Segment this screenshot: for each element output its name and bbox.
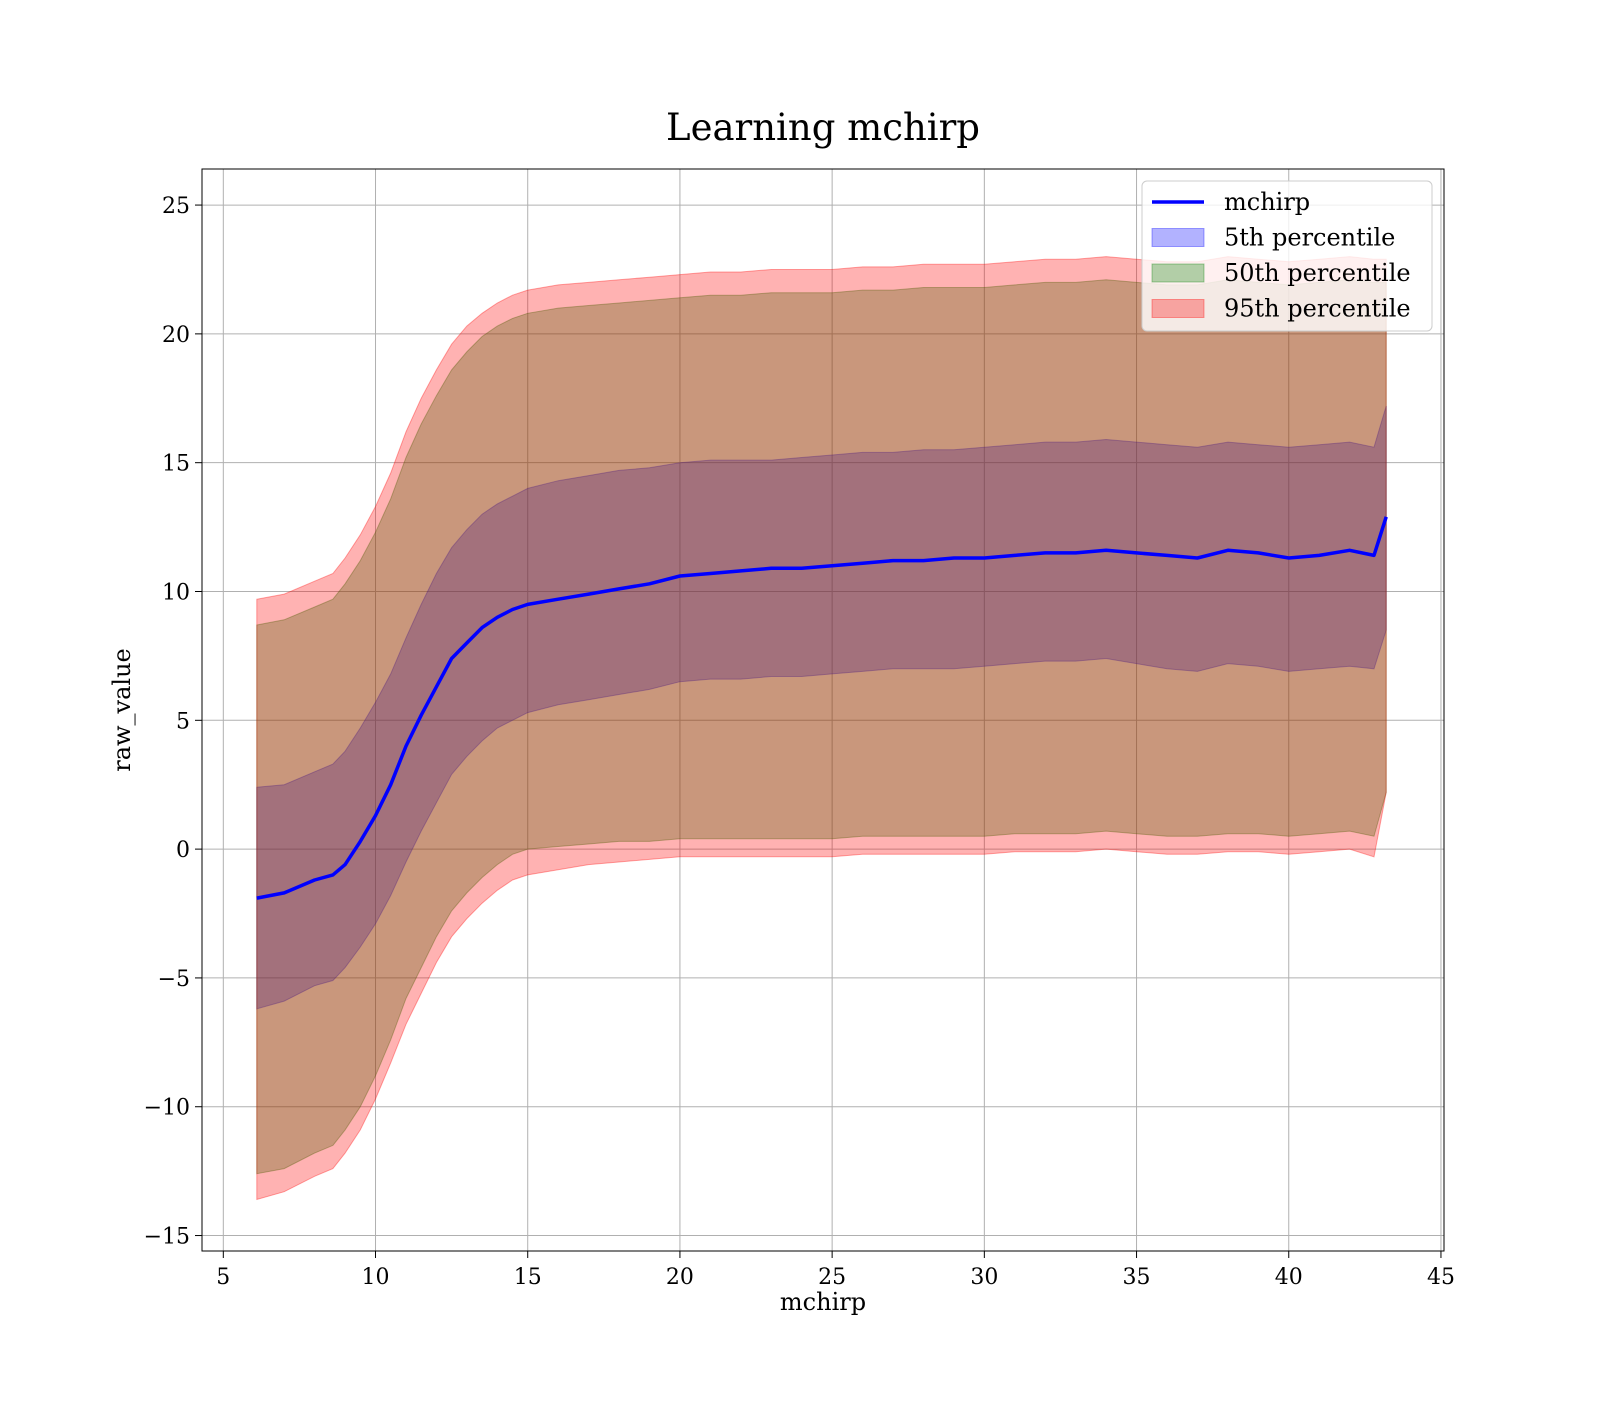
x-tick-label: 40 — [1275, 1265, 1303, 1290]
bands-layer — [256, 256, 1387, 1201]
legend-label-50th-percentile: 50th percentile — [1224, 259, 1411, 287]
legend-label-mchirp: mchirp — [1224, 188, 1310, 216]
band-50th-percentile — [256, 279, 1387, 1175]
y-tick-label: 10 — [162, 580, 190, 605]
x-tick-label: 10 — [362, 1265, 390, 1290]
line-layer — [256, 516, 1388, 900]
x-axis-label: mchirp — [780, 1288, 866, 1316]
y-tick-label: −15 — [144, 1225, 190, 1250]
x-tick-label: 45 — [1427, 1265, 1455, 1290]
y-tick-label: 5 — [176, 709, 190, 734]
legend-swatch-50th-percentile — [1151, 263, 1205, 283]
y-tick-label: 0 — [176, 838, 190, 863]
y-tick-label: 20 — [162, 323, 190, 348]
y-tick-label: −10 — [144, 1096, 190, 1121]
ticks-layer: 5 10 15 20 25 30 35 40 45 −15 −10 −5 0 5 10 15 20 25 — [144, 194, 1455, 1290]
y-axis-label: raw_value — [108, 648, 136, 772]
legend-label-95th-percentile: 95th percentile — [1224, 295, 1411, 323]
band-5th-percentile — [256, 405, 1387, 1010]
band-95th-percentile — [256, 256, 1387, 1201]
x-tick-label: 20 — [666, 1265, 694, 1290]
x-tick-label: 15 — [514, 1265, 542, 1290]
legend-swatch-95th-percentile — [1151, 299, 1205, 318]
legend-swatch-5th-percentile — [1151, 228, 1205, 247]
y-tick-label: 25 — [162, 194, 190, 219]
x-tick-label: 25 — [818, 1265, 846, 1290]
grid-layer — [202, 169, 1444, 1251]
legend-label-5th-percentile: 5th percentile — [1224, 224, 1395, 252]
y-tick-label: 15 — [162, 452, 190, 477]
x-tick-label: 35 — [1123, 1265, 1151, 1290]
chart-title: Learning mchirp — [666, 106, 980, 149]
legend: mchirp 5th percentile 50th percentile 95th … — [1141, 180, 1433, 332]
x-tick-label: 5 — [216, 1265, 230, 1290]
legend-box — [1141, 180, 1433, 332]
plot-frame — [201, 168, 1445, 1252]
series-line-mchirp — [256, 516, 1388, 900]
x-tick-label: 30 — [970, 1265, 998, 1290]
y-tick-label: −5 — [158, 967, 190, 992]
